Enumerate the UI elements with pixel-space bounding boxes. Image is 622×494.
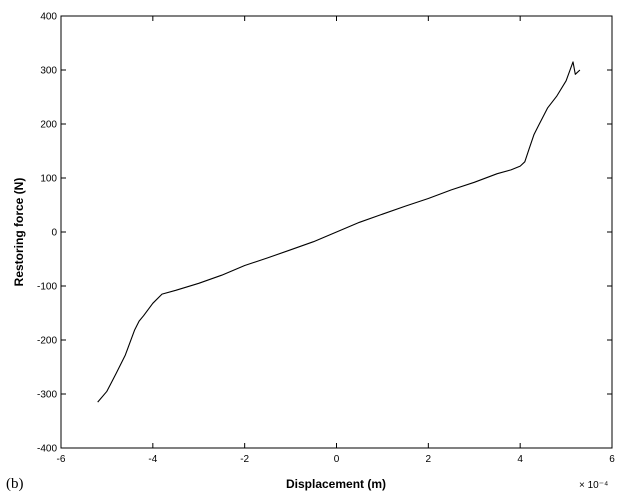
x-tick-label: 0	[334, 454, 340, 465]
x-tick-label: 4	[517, 454, 523, 465]
x-tick-labels: -6 -4 -2 0 2 4 6	[57, 454, 616, 465]
y-tick-label: 200	[40, 120, 57, 131]
y-tick-label: -100	[37, 282, 57, 293]
y-tick-label: -200	[37, 336, 57, 347]
x-axis-multiplier: × 10⁻⁴	[579, 480, 608, 491]
series-line	[97, 61, 581, 403]
x-axis-label: Displacement (m)	[286, 477, 386, 491]
y-tick-label: -300	[37, 390, 57, 401]
x-tick-label: 6	[609, 454, 615, 465]
y-tick-label: 300	[40, 66, 57, 77]
y-tick-label: -400	[37, 444, 57, 455]
y-axis-label: Restoring force (N)	[12, 178, 26, 287]
x-tick-label: -4	[148, 454, 157, 465]
tick-marks	[60, 15, 613, 449]
x-tick-label: -2	[240, 454, 249, 465]
y-tick-label: 400	[40, 12, 57, 23]
x-tick-label: -6	[57, 454, 66, 465]
y-tick-label: 100	[40, 174, 57, 185]
y-tick-label: 0	[51, 228, 57, 239]
y-tick-labels: 400 300 200 100 0 -100 -200 -300 -400	[37, 12, 57, 455]
panel-label: (b)	[6, 476, 24, 492]
x-tick-label: 2	[426, 454, 432, 465]
